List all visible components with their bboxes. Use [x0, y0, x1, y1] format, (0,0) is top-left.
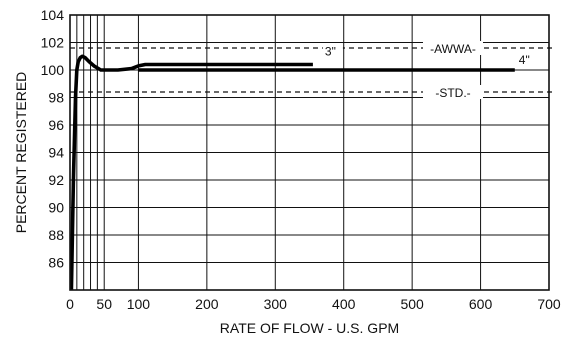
x-tick-label: 300	[264, 296, 288, 312]
series-lines: 3" 4"	[69, 44, 537, 291]
y-tick-label: 102	[41, 35, 65, 51]
y-tick-label: 92	[48, 172, 64, 188]
y-tick-label: 100	[41, 62, 65, 78]
y-tick-label: 104	[41, 7, 65, 23]
series-label-bg	[516, 53, 537, 67]
series-line	[69, 54, 313, 291]
y-tick-label: 96	[48, 117, 64, 133]
y-tick-label: 90	[48, 200, 64, 216]
x-tick-label: 400	[332, 296, 356, 312]
x-tick-label: 100	[127, 296, 151, 312]
reference-label: -STD.-	[435, 86, 470, 100]
reference-label-bg	[423, 85, 483, 99]
y-tick-label: 86	[48, 255, 64, 271]
x-tick-label: 600	[469, 296, 493, 312]
y-axis-label: PERCENT REGISTERED	[13, 72, 29, 234]
series-label: 3"	[325, 45, 336, 59]
plot-frame	[69, 14, 550, 291]
y-tick-label: 98	[48, 90, 64, 106]
y-tick-label: 94	[48, 145, 64, 161]
x-tick-label: 200	[195, 296, 219, 312]
x-tick-label: 500	[400, 296, 424, 312]
x-axis-label: RATE OF FLOW - U.S. GPM	[220, 320, 399, 336]
series-label-bg	[322, 44, 343, 59]
reference-label: -AWWA-	[430, 42, 476, 56]
x-tick-label: 50	[96, 296, 112, 312]
series-label: 4"	[519, 53, 530, 67]
grid-lines	[70, 15, 549, 290]
x-tick-label: 0	[66, 296, 74, 312]
tick-labels: 0 50 100 200 300 400 500 600 700 86 88 90 92 94 96 98 10…	[41, 7, 561, 312]
reference-label-bg	[423, 41, 483, 55]
reference-lines: -AWWA- -STD.-	[70, 41, 555, 100]
y-tick-label: 88	[48, 227, 64, 243]
x-tick-label: 700	[537, 296, 561, 312]
